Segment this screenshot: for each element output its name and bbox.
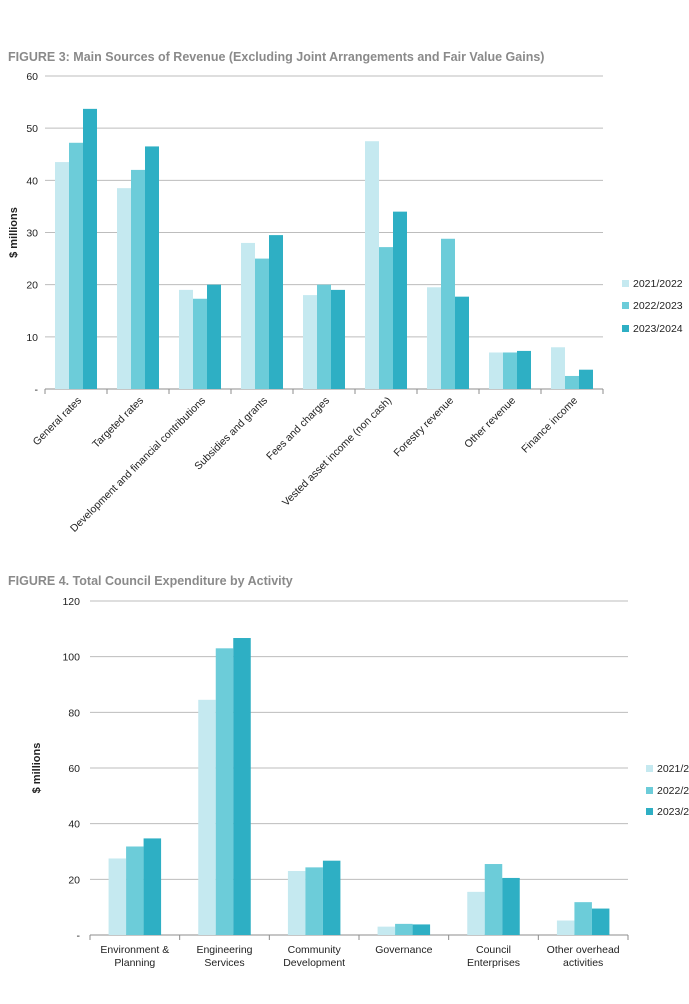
bar-2 (193, 298, 207, 389)
bar-3 (145, 146, 159, 389)
bar-2 (126, 846, 144, 935)
chart-3-plot: - 10 20 30 40 50 60 General rates Targeted rates… (8, 71, 683, 535)
bar-3 (455, 296, 469, 389)
bar-1 (467, 891, 485, 935)
y-tick-label: 120 (62, 596, 80, 608)
category-label: Governance (375, 944, 432, 956)
legend-label: 2021/2 (657, 763, 689, 775)
bar-1 (427, 287, 441, 389)
y-tick-label: 20 (68, 874, 80, 886)
bar-3 (502, 877, 520, 935)
bar-3 (322, 860, 341, 935)
category-label: General rates (31, 395, 84, 448)
bar-3 (143, 838, 162, 935)
bar-2 (441, 238, 455, 389)
bar-1 (117, 188, 131, 389)
bar-3 (269, 235, 283, 389)
category-label: Council Enterprises (467, 944, 520, 969)
figure3-title: FIGURE 3: Main Sources of Revenue (Exclu… (8, 50, 545, 64)
y-tick-label: - (35, 384, 39, 396)
category-label: Engineering Services (196, 944, 252, 969)
bar-1 (241, 242, 255, 389)
legend-label: 2023/2024 (633, 323, 683, 335)
bar-1 (551, 347, 565, 389)
bar-2 (305, 867, 323, 935)
bar-1 (556, 920, 575, 935)
bar-1 (365, 141, 379, 389)
y-tick-label: - (77, 930, 81, 942)
bar-2 (317, 284, 331, 389)
category-label: Targeted rates (90, 395, 146, 451)
bar-1 (287, 870, 306, 935)
y-tick-label: 40 (26, 175, 38, 187)
legend-label: 2021/2022 (633, 278, 683, 290)
bar-2 (395, 923, 413, 935)
bar-3 (83, 108, 97, 390)
bar-2 (503, 352, 517, 389)
y-tick-label: 80 (68, 707, 80, 719)
y-tick-label: 10 (26, 332, 38, 344)
bar-1 (198, 699, 216, 935)
y-axis-label: $ millions (31, 743, 43, 794)
bar-3 (591, 908, 610, 935)
category-label: Environment & Planning (100, 944, 169, 969)
y-tick-label: 40 (68, 819, 80, 831)
bar-2 (574, 902, 592, 935)
category-label: Fees and charges (264, 395, 332, 463)
category-label: Finance income (519, 395, 580, 456)
legend-swatch (646, 765, 653, 772)
y-axis-label: $ millions (8, 207, 20, 258)
bar-2 (565, 375, 579, 389)
bar-2 (131, 169, 145, 389)
legend-swatch (622, 325, 629, 332)
bar-3 (412, 924, 431, 935)
bar-3 (331, 289, 345, 389)
legend-label: 2022/2023 (633, 300, 683, 312)
y-tick-label: 100 (62, 652, 80, 664)
bar-1 (55, 162, 69, 389)
bar-3 (393, 211, 407, 389)
category-label: Other revenue (462, 395, 518, 451)
legend-label: 2023/2 (657, 806, 689, 818)
bar-2 (69, 142, 83, 389)
category-label: Development and financial contributions (68, 395, 208, 535)
legend-swatch (646, 787, 653, 794)
figure4-title: FIGURE 4. Total Council Expenditure by A… (8, 574, 293, 588)
bar-2 (255, 258, 269, 389)
bar-3 (207, 284, 221, 389)
bar-3 (517, 350, 531, 389)
y-tick-label: 30 (26, 228, 38, 240)
legend-swatch (646, 808, 653, 815)
bar-1 (108, 858, 127, 935)
bar-2 (484, 864, 503, 935)
bar-1 (179, 289, 193, 389)
bar-1 (303, 295, 317, 389)
bar-1 (489, 352, 503, 389)
legend-swatch (622, 280, 629, 287)
y-tick-label: 60 (68, 763, 80, 775)
category-label: Forestry revenue (392, 395, 457, 460)
y-tick-label: 20 (26, 280, 38, 292)
bar-1 (377, 926, 396, 935)
bar-2 (379, 247, 393, 389)
y-tick-label: 50 (26, 123, 38, 135)
category-label: Other overhead activities (547, 944, 620, 969)
chart-4-plot: - 20 40 60 80 100 120 Environment & Planning Engi… (31, 596, 689, 969)
category-label: Community Development (283, 944, 345, 969)
bar-3 (233, 638, 251, 935)
category-label: Vested asset income (non cash) (280, 395, 394, 509)
y-tick-label: 60 (26, 71, 38, 83)
bar-2 (215, 648, 234, 935)
legend-label: 2022/2 (657, 785, 689, 797)
bar-3 (579, 369, 593, 389)
legend-swatch (622, 302, 629, 309)
